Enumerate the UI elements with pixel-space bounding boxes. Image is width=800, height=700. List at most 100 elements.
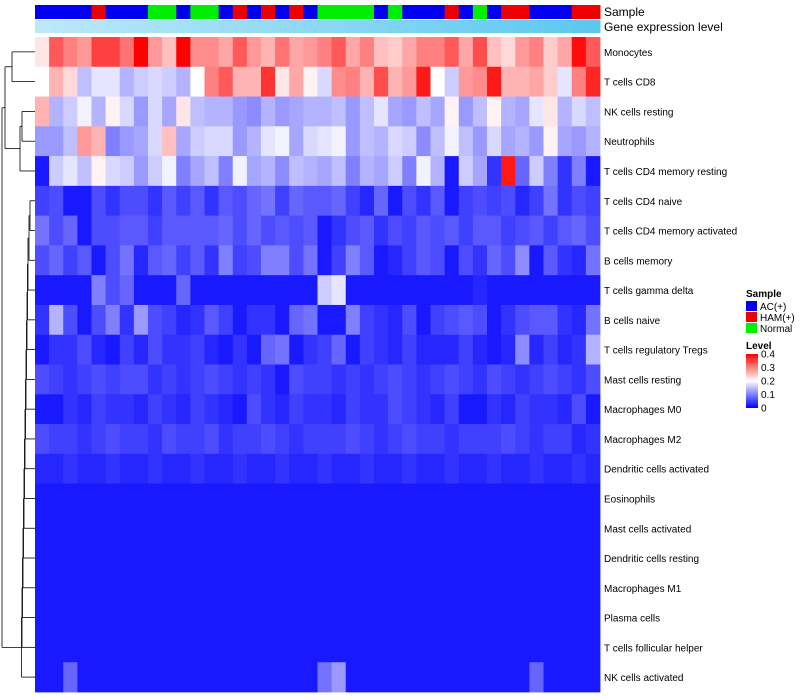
- heatmap-cell: [487, 37, 502, 68]
- heatmap-cell: [119, 394, 135, 425]
- heatmap-cell: [105, 364, 121, 395]
- heatmap-cell: [190, 66, 205, 97]
- heatmap-cell: [204, 156, 220, 187]
- heatmap-cell: [444, 662, 460, 693]
- heatmap-cell: [430, 424, 446, 455]
- heatmap-cell: [91, 572, 107, 604]
- heatmap-cell: [317, 185, 333, 217]
- heatmap-cell: [246, 185, 262, 217]
- heatmap-cell: [585, 543, 601, 574]
- heatmap-cell: [345, 632, 361, 663]
- heatmap-cell: [472, 364, 488, 395]
- heatmap-cell: [585, 334, 601, 365]
- heatmap-cell: [77, 126, 92, 157]
- heatmap-cell: [105, 453, 121, 484]
- heatmap-cell: [232, 364, 248, 395]
- heatmap-cell: [585, 275, 601, 306]
- sample-cell-normal: [388, 5, 403, 19]
- heatmap-cell: [345, 66, 361, 97]
- heatmap-cell: [557, 364, 573, 395]
- heatmap-cell: [246, 96, 262, 127]
- heatmap-cell: [49, 126, 64, 157]
- heatmap-cell: [275, 156, 290, 187]
- expression-cell: [105, 20, 121, 33]
- heatmap-cell: [190, 215, 205, 246]
- sample-cell-normal: [148, 5, 163, 19]
- heatmap-cell: [571, 364, 587, 395]
- heatmap-cell: [515, 185, 530, 217]
- heatmap-cell: [204, 185, 220, 217]
- heatmap-cell: [388, 632, 403, 663]
- heatmap-cell: [246, 662, 262, 693]
- heatmap-cell: [303, 572, 318, 604]
- heatmap-cell: [571, 96, 587, 127]
- heatmap-cell: [91, 662, 107, 693]
- heatmap-cell: [402, 185, 417, 217]
- heatmap-cell: [529, 632, 544, 663]
- heatmap-cell: [35, 513, 50, 544]
- heatmap-cell: [416, 126, 431, 157]
- heatmap-cell: [246, 304, 262, 336]
- heatmap-cell: [487, 662, 502, 693]
- expression-cell: [472, 20, 488, 33]
- heatmap-cell: [119, 156, 135, 187]
- heatmap-cell: [232, 215, 248, 246]
- heatmap-cell: [91, 364, 107, 395]
- heatmap-cell: [105, 483, 121, 514]
- heatmap-cell: [458, 66, 474, 97]
- heatmap-cell: [317, 394, 333, 425]
- heatmap-cell: [35, 602, 50, 633]
- heatmap-cell: [133, 185, 149, 217]
- heatmap-cell: [416, 37, 431, 68]
- row-label: Dendritic cells activated: [604, 465, 709, 476]
- heatmap-cell: [317, 572, 333, 604]
- heatmap-cell: [402, 513, 417, 544]
- heatmap-cell: [388, 37, 403, 68]
- heatmap-cell: [63, 453, 78, 484]
- heatmap-cell: [119, 572, 135, 604]
- heatmap-cell: [218, 156, 234, 187]
- heatmap-cell: [246, 334, 262, 365]
- row-label: Neutrophils: [604, 137, 655, 148]
- level-tick-label: 0: [761, 404, 767, 415]
- sample-cell-ham: [585, 5, 601, 19]
- sample-cell-ac: [543, 5, 559, 19]
- heatmap-cell: [176, 572, 191, 604]
- heatmap-cell: [359, 543, 375, 574]
- heatmap-cell: [246, 245, 262, 276]
- heatmap-cell: [275, 245, 290, 276]
- heatmap-cell: [529, 156, 544, 187]
- row-label: T cells CD8: [604, 78, 656, 89]
- sample-cell-normal: [345, 5, 361, 19]
- heatmap-cell: [345, 334, 361, 365]
- heatmap-cell: [162, 275, 177, 306]
- heatmap-cell: [515, 156, 530, 187]
- heatmap-cell: [232, 453, 248, 484]
- heatmap-cell: [585, 602, 601, 633]
- sample-cell-ac: [430, 5, 446, 19]
- heatmap-cell: [374, 424, 389, 455]
- heatmap-cell: [345, 602, 361, 633]
- heatmap-cell: [359, 394, 375, 425]
- heatmap-cell: [49, 304, 64, 336]
- heatmap-cell: [557, 513, 573, 544]
- heatmap-cell: [91, 37, 107, 68]
- heatmap-cell: [416, 66, 431, 97]
- heatmap-cell: [63, 245, 78, 276]
- heatmap-cell: [176, 453, 191, 484]
- heatmap-cell: [402, 275, 417, 306]
- heatmap-cell: [359, 66, 375, 97]
- heatmap-cell: [543, 543, 559, 574]
- heatmap-cell: [585, 394, 601, 425]
- heatmap-cell: [374, 215, 389, 246]
- row-label: NK cells resting: [604, 107, 673, 118]
- heatmap-cell: [345, 185, 361, 217]
- heatmap-cell: [359, 304, 375, 336]
- heatmap-cell: [543, 572, 559, 604]
- heatmap-cell: [261, 424, 276, 455]
- heatmap-cell: [585, 156, 601, 187]
- heatmap-cell: [204, 424, 220, 455]
- heatmap-cell: [303, 364, 318, 395]
- heatmap-cell: [148, 602, 163, 633]
- expression-cell: [402, 20, 417, 33]
